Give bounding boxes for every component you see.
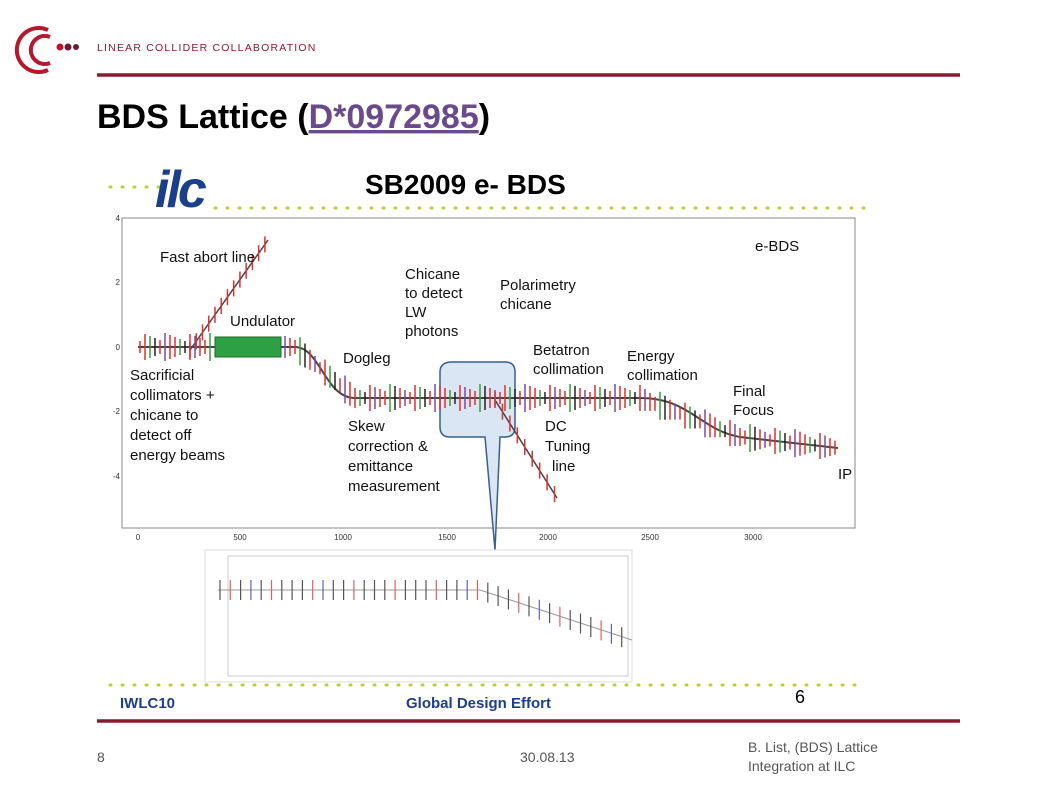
footer-author: Integration at ILC <box>748 758 855 774</box>
footer-page: 8 <box>97 749 105 765</box>
undulator <box>214 336 282 358</box>
figure-page: 6 <box>795 687 805 707</box>
title-link[interactable]: D*0972985 <box>309 98 479 136</box>
annotation: Focus <box>733 402 774 419</box>
annotation: line <box>552 458 575 475</box>
y-tick-label: 2 <box>116 278 121 287</box>
annotation: energy beams <box>130 447 225 464</box>
annotation: Fast abort line <box>160 249 255 266</box>
figure-footer-left: IWLC10 <box>120 695 175 712</box>
x-tick-label: 2500 <box>641 533 659 542</box>
annotation: Undulator <box>230 313 295 330</box>
x-tick-label: 0 <box>136 533 141 542</box>
y-tick-label: -4 <box>113 472 121 481</box>
footer-author: B. List, (BDS) Lattice <box>748 739 878 755</box>
footer-date: 30.08.13 <box>520 749 575 765</box>
annotation: detect off <box>130 427 192 444</box>
figure-footer-center: Global Design Effort <box>406 695 551 712</box>
x-tick-label: 1000 <box>334 533 352 542</box>
y-tick-label: 4 <box>116 214 121 223</box>
annotation: Betatron <box>533 342 590 359</box>
ilc-logo: ilc <box>155 161 207 219</box>
organization: LINEAR COLLIDER COLLABORATION <box>97 42 317 54</box>
title-text: BDS Lattice ( <box>97 98 309 136</box>
x-tick-label: 2000 <box>539 533 557 542</box>
plot-frame <box>121 217 856 529</box>
annotation: chicane <box>500 296 552 313</box>
annotation: photons <box>405 323 458 340</box>
x-tick-label: 3000 <box>744 533 762 542</box>
y-tick-label: 0 <box>116 343 121 352</box>
figure: ilc SB2009 e- BDS IWLC10 Global Design E… <box>108 148 867 716</box>
annotation: collimation <box>533 361 604 378</box>
annotation: LW <box>405 304 427 321</box>
inset <box>204 549 633 683</box>
annotation: Tuning <box>545 438 590 455</box>
x-tick-label: 1500 <box>438 533 456 542</box>
annotation: measurement <box>348 478 441 495</box>
annotation: e-BDS <box>755 238 799 255</box>
inset-frame <box>204 549 633 683</box>
annotation: emittance <box>348 458 413 475</box>
callout <box>439 361 516 551</box>
annotation: collimators + <box>130 387 215 404</box>
beamline <box>138 236 839 503</box>
annotation: Energy <box>627 348 675 365</box>
annotation: to detect <box>405 285 463 302</box>
annotation: IP <box>838 466 852 483</box>
annotation: Dogleg <box>343 350 391 367</box>
annotation: Polarimetry <box>500 277 576 294</box>
title-end: ) <box>479 98 490 136</box>
annotation: correction & <box>348 438 428 455</box>
annotation: Sacrificial <box>130 367 194 384</box>
annotation: Final <box>733 383 766 400</box>
annotation: collimation <box>627 367 698 384</box>
figure-title: SB2009 e- BDS <box>365 169 566 200</box>
annotation: Skew <box>348 418 385 435</box>
logo <box>14 26 79 74</box>
slide-title: BDS Lattice (D*0972985) <box>97 98 490 136</box>
inset-plot <box>227 555 629 677</box>
annotation: chicane to <box>130 407 198 424</box>
inset-line <box>218 589 633 641</box>
annotation: Chicane <box>405 266 460 283</box>
annotation: DC <box>545 418 567 435</box>
x-tick-label: 500 <box>233 533 247 542</box>
y-tick-label: -2 <box>113 407 121 416</box>
